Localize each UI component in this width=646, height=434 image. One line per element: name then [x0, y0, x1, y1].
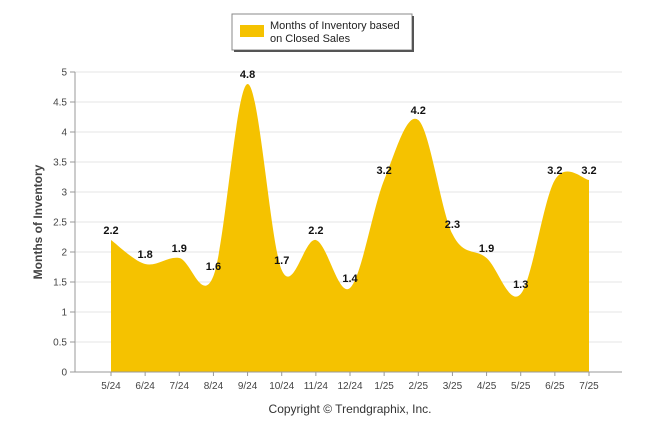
- y-tick-label: 5: [61, 68, 67, 79]
- x-axis: 5/24 6/24 7/24 8/24 9/24 10/24 11/24 12/24 1/25 2…: [75, 371, 622, 392]
- data-label: 2.2: [308, 225, 323, 237]
- copyright-footer: Copyright © Trendgraphix, Inc.: [269, 402, 432, 416]
- y-axis: 0 0.5 1 1.5 2 2.5 3 3.5 4 4.5 5: [53, 68, 76, 379]
- y-tick-label: 4.5: [53, 98, 67, 109]
- data-label: 2.3: [445, 219, 460, 231]
- y-axis-title: Months of Inventory: [31, 164, 45, 279]
- data-label: 1.7: [274, 255, 289, 267]
- area-fill: [111, 83, 589, 372]
- data-labels: 2.2 1.8 1.9 1.6 4.8 1.7 2.2 1.4 3.2 4.2 2.3 1.9 1.3 3…: [103, 69, 596, 291]
- legend-shadow: [412, 16, 414, 52]
- x-tick-label: 10/24: [269, 381, 294, 392]
- y-tick-label: 2: [61, 248, 67, 259]
- x-tick-label: 7/24: [170, 381, 190, 392]
- legend-label-line-2: on Closed Sales: [270, 33, 351, 45]
- area-series: [111, 83, 589, 372]
- legend[interactable]: Months of Inventory based on Closed Sale…: [231, 13, 414, 52]
- y-tick-label: 0: [61, 368, 67, 379]
- y-tick-label: 3: [61, 188, 67, 199]
- x-tick-label: 6/24: [135, 381, 155, 392]
- data-label: 1.8: [137, 249, 152, 261]
- y-tick-label: 3.5: [53, 158, 67, 169]
- data-label: 3.2: [581, 165, 596, 177]
- data-label: 1.9: [172, 243, 187, 255]
- y-tick-label: 1: [61, 308, 67, 319]
- x-tick-label: 3/25: [443, 381, 463, 392]
- data-label: 1.9: [479, 243, 494, 255]
- x-tick-label: 12/24: [337, 381, 362, 392]
- y-tick-label: 1.5: [53, 278, 67, 289]
- y-tick-label: 4: [61, 128, 67, 139]
- data-label: 2.2: [103, 225, 118, 237]
- x-tick-label: 5/25: [511, 381, 531, 392]
- x-tick-label: 2/25: [409, 381, 429, 392]
- x-tick-label: 11/24: [304, 381, 329, 392]
- data-label: 1.3: [513, 279, 528, 291]
- x-tick-label: 7/25: [579, 381, 599, 392]
- legend-shadow-bottom: [234, 50, 414, 52]
- x-tick-label: 6/25: [545, 381, 565, 392]
- legend-label-line-1: Months of Inventory based: [270, 20, 400, 32]
- x-tick-label: 8/24: [204, 381, 224, 392]
- x-tick-label: 9/24: [238, 381, 258, 392]
- data-label: 1.6: [206, 261, 221, 273]
- x-tick-label: 5/24: [101, 381, 121, 392]
- data-label: 4.2: [411, 105, 426, 117]
- y-tick-label: 0.5: [53, 338, 67, 349]
- data-label: 4.8: [240, 69, 255, 81]
- data-label: 3.2: [376, 165, 391, 177]
- y-tick-label: 2.5: [53, 218, 67, 229]
- x-tick-label: 1/25: [374, 381, 394, 392]
- data-label: 3.2: [547, 165, 562, 177]
- data-label: 1.4: [342, 273, 358, 285]
- x-tick-label: 4/25: [477, 381, 497, 392]
- legend-swatch: [240, 25, 264, 37]
